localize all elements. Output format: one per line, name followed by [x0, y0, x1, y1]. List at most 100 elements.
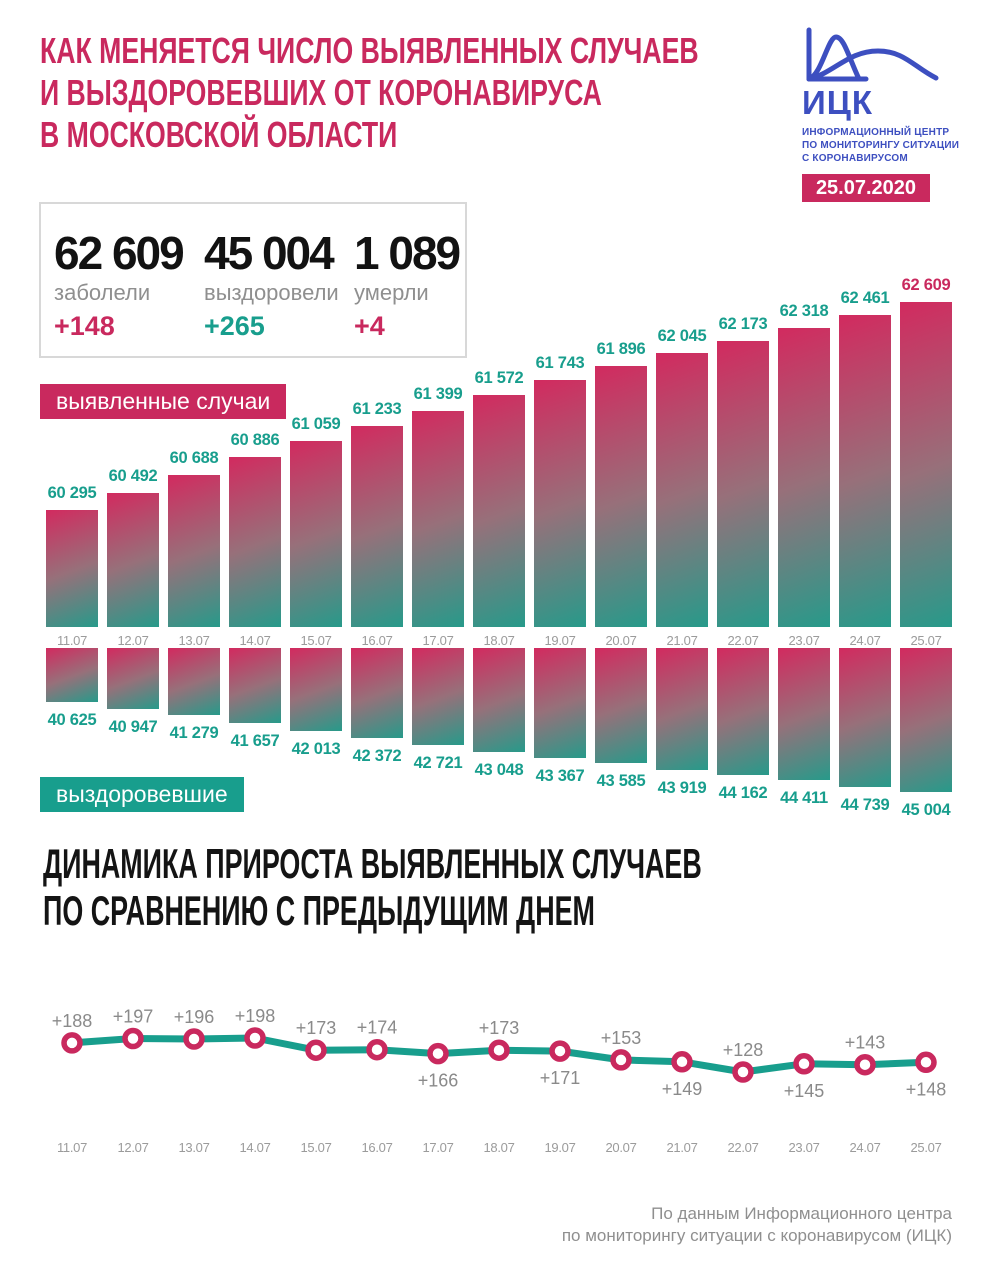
axis-date-label: 17.07 [422, 1140, 454, 1155]
bar-fill [46, 648, 98, 702]
axis-date-label: 24.07 [849, 633, 881, 648]
bar-fill [412, 410, 464, 627]
ick-logo-abbr: ИЦК [802, 84, 873, 121]
data-point-marker [793, 1053, 815, 1075]
axis-date-label: 14.07 [239, 633, 271, 648]
bar-value-label: 61 399 [413, 384, 463, 403]
bar-value-label: 44 411 [780, 788, 828, 807]
dynamics-title-line-2: ПО СРАВНЕНИЮ С ПРЕДЫДУЩИМ ДНЕМ [43, 887, 595, 934]
data-point-label: +196 [174, 1007, 215, 1027]
recovered-chart-title-badge: выздоровевшие [40, 777, 244, 812]
dynamics-title-line-1: ДИНАМИКА ПРИРОСТА ВЫЯВЛЕННЫХ СЛУЧАЕВ [43, 840, 702, 887]
bar-value-label: 43 367 [535, 767, 585, 786]
bar-recovered-24.07: 44 739 [839, 648, 891, 814]
data-point-label: +148 [906, 1079, 947, 1099]
bar-recovered-17.07: 42 721 [412, 648, 464, 808]
axis-date-label: 16.07 [361, 1140, 393, 1155]
ick-logo-subtitle-line-2: ПО МОНИТОРИНГУ СИТУАЦИИ [802, 140, 960, 151]
bar-value-label: 41 279 [169, 724, 219, 743]
data-point-label: +197 [113, 1007, 154, 1027]
stat-deaths-label: умерли [354, 280, 429, 305]
bar-cases-14.07: 60 886 [229, 297, 281, 627]
data-point-marker [732, 1061, 754, 1083]
data-point-label: +174 [357, 1018, 398, 1038]
bar-value-label: 43 919 [657, 778, 707, 797]
data-point-label: +173 [296, 1018, 337, 1038]
bar-cases-25.07: 62 609 [900, 276, 952, 627]
bar-fill [778, 648, 830, 780]
bar-recovered-18.07: 43 048 [473, 648, 525, 808]
bar-cases-23.07: 62 318 [778, 297, 830, 627]
cases-chart-title-badge: выявленные случаи [40, 384, 287, 419]
axis-date-label: 22.07 [727, 1140, 759, 1155]
data-point-label: +171 [540, 1068, 581, 1088]
data-point-label: +173 [479, 1018, 520, 1038]
page-title-line-3: В МОСКОВСКОЙ ОБЛАСТИ [40, 114, 398, 155]
bar-cases-22.07: 62 173 [717, 297, 769, 627]
bar-cases-11.07: 60 295 [46, 297, 98, 627]
bar-value-label: 43 048 [474, 760, 524, 779]
dynamics-section-title: ДИНАМИКА ПРИРОСТА ВЫЯВЛЕННЫХ СЛУЧАЕВ ПО … [43, 840, 993, 934]
bar-fill [229, 648, 281, 724]
axis-date-label: 18.07 [483, 633, 515, 648]
bar-value-label: 40 625 [47, 710, 97, 729]
data-point-label: +153 [601, 1028, 642, 1048]
bar-cases-19.07: 61 743 [534, 297, 586, 627]
data-point-label: +166 [418, 1071, 459, 1091]
stat-deaths-delta: +4 [354, 311, 385, 341]
bar-cases-20.07: 61 896 [595, 297, 647, 627]
axis-date-label: 19.07 [544, 633, 576, 648]
axis-date-label: 15.07 [300, 633, 332, 648]
ick-logo-subtitle: ИНФОРМАЦИОННЫЙ ЦЕНТР ПО МОНИТОРИНГУ СИТУ… [802, 126, 962, 165]
bar-value-label: 62 173 [718, 314, 768, 333]
bar-fill [473, 395, 525, 627]
bar-recovered-20.07: 43 585 [595, 648, 647, 808]
bar-fill [595, 365, 647, 627]
bar-fill [656, 648, 708, 770]
data-point-label: +188 [52, 1011, 93, 1031]
bar-fill [351, 648, 403, 738]
axis-date-label: 16.07 [361, 633, 393, 648]
data-point-label: +198 [235, 1006, 276, 1026]
bar-cases-12.07: 60 492 [107, 297, 159, 627]
bar-fill [107, 648, 159, 709]
bar-fill [656, 352, 708, 627]
bar-value-label: 61 743 [535, 353, 585, 372]
data-point-marker [610, 1049, 632, 1071]
data-point-marker [61, 1032, 83, 1054]
bar-value-label: 60 688 [169, 448, 219, 467]
axis-date-label: 21.07 [666, 1140, 698, 1155]
data-point-label: +143 [845, 1033, 886, 1053]
data-point-marker [366, 1038, 388, 1061]
bar-fill [229, 457, 281, 627]
bar-value-label: 42 013 [291, 739, 341, 758]
data-point-marker [488, 1039, 510, 1061]
daily-increase-line-chart: +188 +197 +196 +198 +173 +174 +166 +173 +171 +153… [52, 1006, 947, 1101]
page-title: КАК МЕНЯЕТСЯ ЧИСЛО ВЫЯВЛЕННЫХ СЛУЧАЕВ И … [40, 30, 930, 156]
axis-date-label: 13.07 [178, 633, 210, 648]
page-title-line-1: КАК МЕНЯЕТСЯ ЧИСЛО ВЫЯВЛЕННЫХ СЛУЧАЕВ [40, 30, 699, 71]
bar-fill [46, 510, 98, 627]
data-point-marker [427, 1042, 449, 1065]
bar-fill [168, 648, 220, 716]
bar-recovered-13.07: 41 279 [168, 648, 220, 808]
axis-date-label: 11.07 [56, 1140, 88, 1155]
bar-fill [778, 327, 830, 627]
data-point-marker [305, 1039, 327, 1061]
bar-fill [107, 492, 159, 627]
bar-value-label: 60 295 [47, 484, 97, 503]
bar-fill [534, 648, 586, 759]
summary-box: 62 609 заболели +148 45 004 выздоровели … [39, 202, 467, 358]
bar-cases-15.07: 61 059 [290, 297, 342, 627]
bar-fill [900, 301, 952, 627]
bar-value-label: 60 886 [230, 431, 280, 449]
axis-date-label: 24.07 [849, 1140, 881, 1155]
axis-date-label: 23.07 [788, 1140, 820, 1155]
bar-recovered-25.07: 45 004 [900, 648, 952, 819]
bar-value-label: 61 059 [291, 415, 341, 434]
stat-cases: 62 609 заболели +148 [54, 230, 204, 356]
axis-date-label: 25.07 [910, 633, 942, 648]
stat-cases-value: 62 609 [54, 227, 185, 279]
data-source-line-2: по мониторингу ситуации с коронавирусом … [561, 1226, 952, 1245]
bar-cases-18.07: 61 572 [473, 297, 525, 627]
